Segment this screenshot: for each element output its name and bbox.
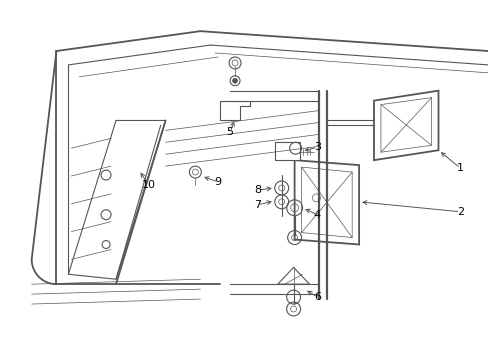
Circle shape [233,78,238,83]
Text: 2: 2 [457,207,464,217]
Text: 4: 4 [314,210,321,220]
Text: 3: 3 [314,142,321,152]
Text: 8: 8 [254,185,262,195]
Text: 10: 10 [142,180,156,190]
Polygon shape [374,91,439,160]
Polygon shape [294,160,359,244]
Text: 7: 7 [254,200,262,210]
Polygon shape [301,167,352,238]
Polygon shape [381,98,432,152]
Text: 1: 1 [457,163,464,173]
Polygon shape [278,267,310,284]
Text: 6: 6 [314,292,321,302]
Text: 5: 5 [226,127,234,138]
Text: 9: 9 [215,177,222,187]
FancyBboxPatch shape [275,142,299,160]
